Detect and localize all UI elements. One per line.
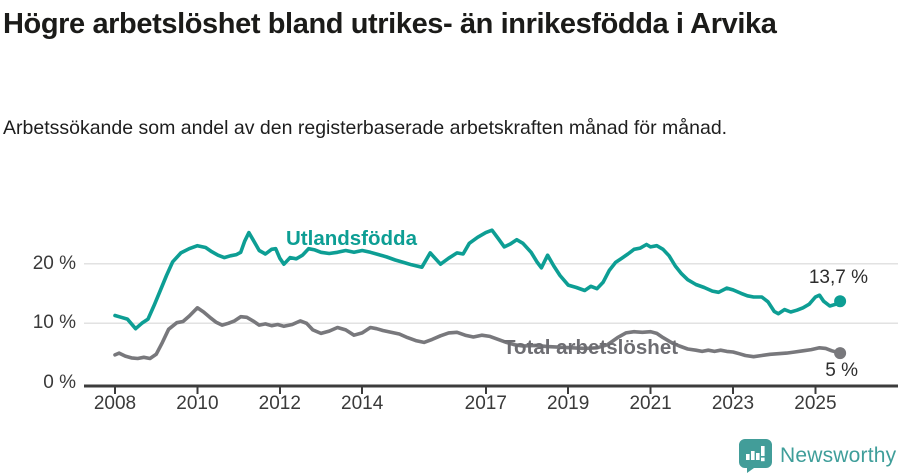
series-label-total-arbetsloshet: Total arbetslöshet: [503, 336, 679, 359]
x-axis-tick-label: 2025: [794, 393, 837, 414]
series-end-dot-1: [834, 347, 847, 360]
series-line-0: [113, 228, 842, 331]
x-axis-tick-label: 2023: [711, 393, 755, 414]
x-axis-tick-label: 2012: [258, 393, 301, 414]
chart-subtitle: Arbetssökande som andel av den registerb…: [3, 117, 728, 139]
series-end-dot-0: [834, 295, 847, 308]
chart-title: Högre arbetslöshet bland utrikes- än inr…: [3, 8, 777, 40]
x-axis-tick-label: 2017: [464, 393, 507, 414]
x-axis-tick-label: 2010: [176, 393, 219, 414]
y-axis-tick-label: 20 %: [32, 252, 76, 274]
x-axis-tick-label: 2014: [341, 393, 384, 414]
series-line-1: [113, 306, 842, 361]
y-axis-tick-label: 10 %: [32, 312, 76, 334]
x-axis-tick-label: 2019: [547, 393, 590, 414]
end-value-label-total: 5 %: [825, 360, 858, 381]
x-axis-tick-label: 2021: [629, 393, 672, 414]
newsworthy-bubble-icon: [739, 439, 772, 473]
newsworthy-logo[interactable]: Newsworthy: [739, 439, 896, 473]
end-value-label-utlandsfodda: 13,7 %: [808, 267, 868, 288]
y-axis-tick-label: 0 %: [43, 372, 76, 393]
x-axis-tick-label: 2008: [93, 393, 137, 414]
newsworthy-brand-text: Newsworthy: [780, 444, 897, 467]
series-label-utlandsfodda: Utlandsfödda: [286, 227, 417, 250]
